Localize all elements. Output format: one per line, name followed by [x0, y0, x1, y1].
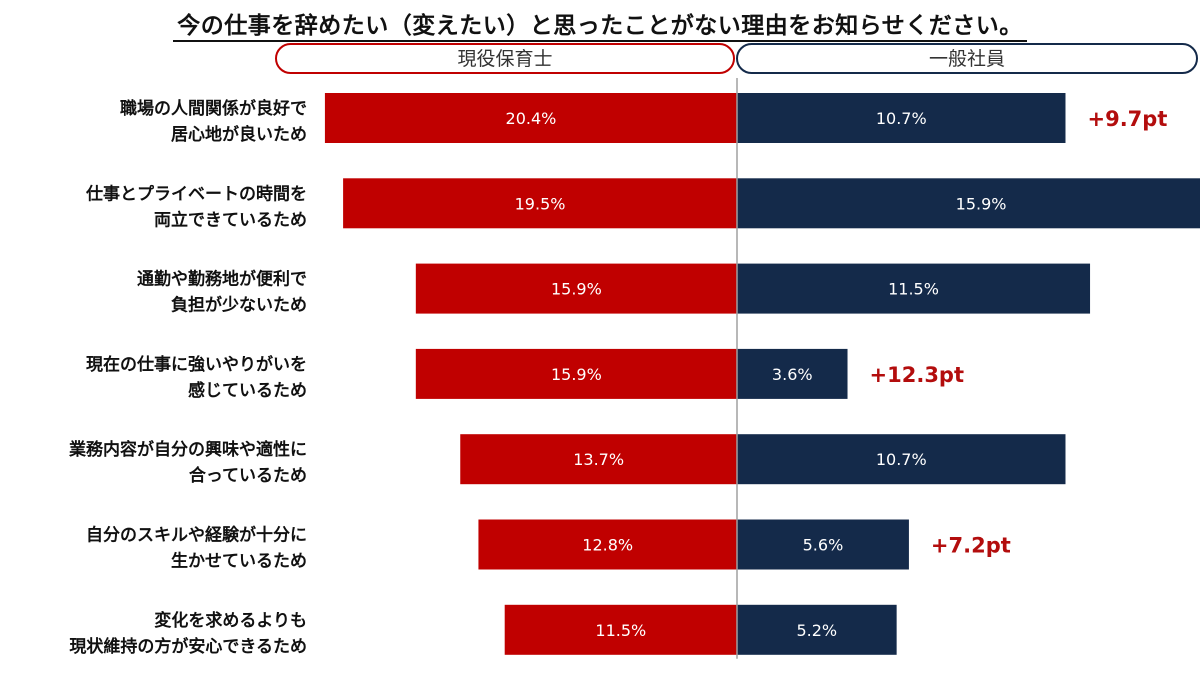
chart-title: 今の仕事を辞めたい（変えたい）と思ったことがない理由をお知らせください。	[0, 6, 1200, 42]
legend-label-left: 現役保育士	[457, 48, 552, 70]
category-label: 仕事とプライベートの時間を	[85, 183, 307, 204]
bar-left	[460, 434, 737, 485]
category-label: 居心地が良いため	[171, 124, 307, 145]
bar-left	[415, 263, 737, 314]
data-label-left: 15.9%	[551, 280, 602, 299]
difference-annotation: +9.7pt	[1087, 107, 1167, 131]
data-label-left: 19.5%	[515, 194, 566, 213]
category-label: 負担が少ないため	[171, 295, 307, 316]
bar-left	[415, 348, 737, 399]
category-label: 合っているため	[189, 465, 307, 486]
category-label: 業務内容が自分の興味や適性に	[69, 439, 307, 460]
legend-pill-right	[736, 43, 1198, 74]
category-label: 通勤や勤務地が便利で	[137, 269, 307, 290]
bar-right	[737, 604, 897, 655]
data-label-right: 11.5%	[888, 280, 939, 299]
bar-right	[737, 348, 848, 399]
bar-left	[478, 519, 737, 570]
bar-left	[324, 93, 737, 143]
bar-right	[737, 263, 1091, 314]
bar-left	[343, 178, 737, 229]
chart-title-text: 今の仕事を辞めたい（変えたい）と思ったことがない理由をお知らせください。	[173, 13, 1027, 42]
category-label: 自分のスキルや経験が十分に	[86, 525, 307, 546]
data-label-right: 5.2%	[796, 621, 837, 640]
category-label: 職場の人間関係が良好で	[120, 98, 307, 119]
data-label-right: 5.6%	[803, 536, 844, 555]
legend-pill-left	[275, 43, 735, 74]
data-label-left: 11.5%	[595, 621, 646, 640]
category-label: 現在の仕事に強いやりがいを	[86, 354, 307, 375]
data-label-left: 12.8%	[582, 536, 633, 555]
category-label: 両立できているため	[154, 209, 307, 230]
data-label-right: 3.6%	[772, 365, 813, 384]
data-label-left: 13.7%	[573, 450, 624, 469]
category-label: 生かせているため	[171, 551, 307, 572]
category-label: 変化を求めるよりも	[154, 610, 307, 631]
data-label-left: 15.9%	[551, 365, 602, 384]
legend-label-right: 一般社員	[929, 48, 1005, 70]
category-label: 現状維持の方が安心できるため	[69, 636, 307, 657]
data-label-left: 20.4%	[506, 109, 557, 128]
data-label-right: 15.9%	[956, 194, 1007, 213]
difference-annotation: +7.2pt	[931, 534, 1011, 558]
data-label-right: 10.7%	[876, 109, 927, 128]
category-label: 感じているため	[188, 380, 307, 401]
data-label-right: 10.7%	[876, 450, 927, 469]
bar-right	[737, 519, 909, 570]
difference-annotation: +12.3pt	[870, 363, 964, 387]
bar-right	[737, 178, 1200, 229]
bar-right	[737, 434, 1066, 485]
bar-right	[737, 93, 1066, 143]
bar-left	[504, 604, 737, 655]
